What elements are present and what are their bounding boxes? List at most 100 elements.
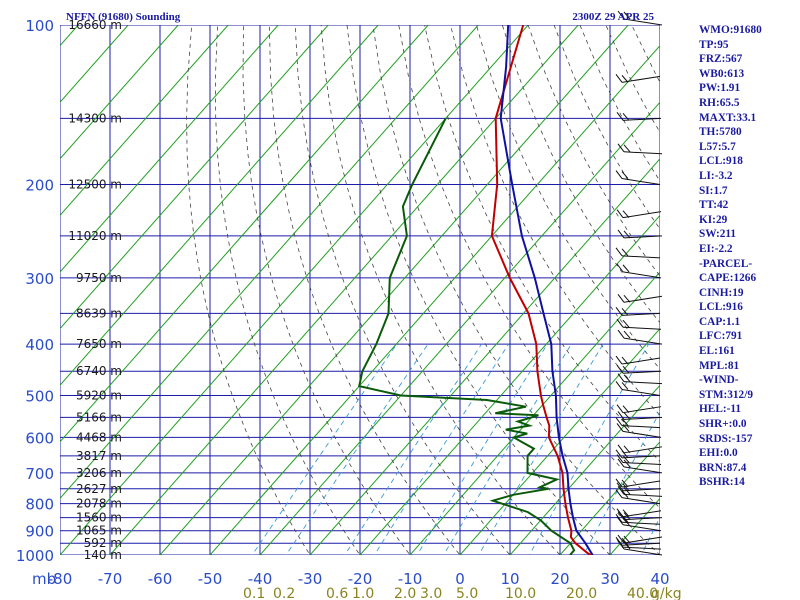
height-label: 2627 m — [76, 482, 122, 496]
index-item: -PARCEL- — [699, 257, 753, 270]
wind-barb — [615, 381, 661, 396]
index-item: KI:29 — [699, 213, 728, 226]
mixing-ratio-label: 0.6 — [326, 586, 348, 600]
mixing-ratio-line — [373, 343, 509, 555]
index-item: PW:1.91 — [699, 82, 741, 95]
height-label: 11020 m — [68, 229, 122, 243]
chart-title: NFFN (91680) Sounding — [66, 11, 181, 23]
mixing-ratio-line — [285, 343, 429, 555]
wind-barb — [616, 454, 662, 466]
wind-barb — [615, 247, 661, 259]
temperature-tick-label: -80 — [48, 570, 73, 588]
index-item: SW:211 — [699, 228, 737, 241]
mixing-ratio-line — [640, 516, 660, 555]
index-item: MPL:81 — [699, 359, 740, 372]
wind-barb — [617, 293, 663, 303]
wind-barb — [616, 112, 662, 121]
index-item: LFC:791 — [699, 330, 743, 343]
dry-adiabat — [424, 25, 660, 463]
wind-barb — [616, 318, 662, 330]
wind-barb — [617, 444, 663, 454]
temperature-tick-label: 20 — [550, 570, 569, 588]
index-item: SI:1.7 — [699, 184, 728, 197]
pressure-tick-label: 100 — [25, 17, 54, 35]
pressure-unit-label: mb — [32, 570, 56, 588]
mixing-ratio-label: 40.0 — [627, 586, 658, 600]
index-item: BRN:87.4 — [699, 461, 747, 474]
isotherm — [60, 25, 179, 160]
isotherm — [259, 101, 660, 555]
dry-adiabat — [346, 25, 611, 555]
index-item: LCL:916 — [699, 301, 743, 314]
isotherm — [60, 25, 279, 273]
wind-barb — [615, 170, 661, 186]
wind-barb — [617, 373, 663, 385]
wind-barb — [617, 534, 663, 544]
dry-adiabat — [268, 25, 461, 555]
mixing-ratio-line — [416, 343, 548, 555]
mixing-ratio-label: 0.2 — [273, 586, 295, 600]
height-label: 1560 m — [76, 511, 122, 525]
temperature-tick-label: -50 — [198, 570, 223, 588]
index-item: EHI:0.0 — [699, 447, 738, 460]
height-label: 6740 m — [76, 364, 122, 378]
index-item: LCL:918 — [699, 155, 743, 168]
pressure-tick-label: 700 — [25, 465, 54, 483]
temperature-tick-label: 10 — [500, 570, 519, 588]
height-label: 2078 m — [76, 497, 122, 511]
height-label: 12500 m — [68, 178, 122, 192]
index-item: LI:-3.2 — [699, 169, 733, 182]
height-label: 14300 m — [68, 111, 122, 125]
wind-barb — [616, 508, 662, 518]
height-label: 7650 m — [76, 337, 122, 351]
mixing-ratio-line — [443, 343, 572, 555]
height-label: 592 m — [84, 536, 122, 550]
mixing-ratio-line — [528, 343, 650, 555]
dry-adiabat — [242, 25, 411, 555]
temperature-tick-label: -40 — [248, 570, 273, 588]
wind-barb — [615, 74, 661, 83]
isotherm — [359, 214, 660, 555]
temperature-tick-label: -60 — [148, 570, 173, 588]
temperature-tick-label: 0 — [455, 570, 465, 588]
isotherm — [0, 25, 28, 566]
index-item: MAXT:33.1 — [699, 111, 757, 124]
pressure-tick-label: 300 — [25, 270, 54, 288]
temperature-tick-label: 40 — [650, 570, 669, 588]
mixing-ratio-label: 3.0 — [420, 586, 442, 600]
mixing-ratio-label: 10.0 — [505, 586, 536, 600]
height-label: 5920 m — [76, 388, 122, 402]
mixing-ratio-label: 1.0 — [352, 586, 374, 600]
index-item: -WIND- — [699, 374, 739, 387]
index-item: TH:5780 — [699, 126, 742, 139]
wind-barb — [617, 458, 663, 474]
wind-barb — [617, 411, 663, 420]
index-item: WMO:91680 — [699, 24, 762, 36]
mixing-ratio-label: 0.1 — [243, 586, 265, 600]
dry-adiabat — [398, 25, 660, 509]
height-label: 16660 m — [68, 18, 122, 32]
isotherm — [209, 44, 660, 555]
isotherm — [60, 25, 329, 330]
mixing-ratio-line — [478, 343, 604, 555]
isotherm — [109, 25, 579, 555]
temperature-line — [490, 25, 593, 555]
index-item: L57:5.7 — [699, 140, 736, 153]
parcel-line — [499, 25, 594, 555]
wind-barb — [616, 364, 662, 374]
height-label: 5166 m — [76, 410, 122, 424]
height-label: 1065 m — [76, 524, 122, 538]
mixing-ratio-label: 5.0 — [456, 586, 478, 600]
isotherm — [60, 25, 379, 386]
index-item: BSHR:14 — [699, 476, 745, 489]
wind-barb — [617, 229, 663, 239]
index-item: EL:161 — [699, 345, 735, 358]
index-item: STM:312/9 — [699, 388, 753, 401]
dewpoint-line — [358, 117, 576, 555]
wind-barb — [615, 536, 661, 546]
dry-adiabat — [372, 25, 660, 555]
isotherm — [559, 441, 660, 555]
isotherm — [60, 25, 529, 555]
wind-barb — [616, 404, 662, 414]
